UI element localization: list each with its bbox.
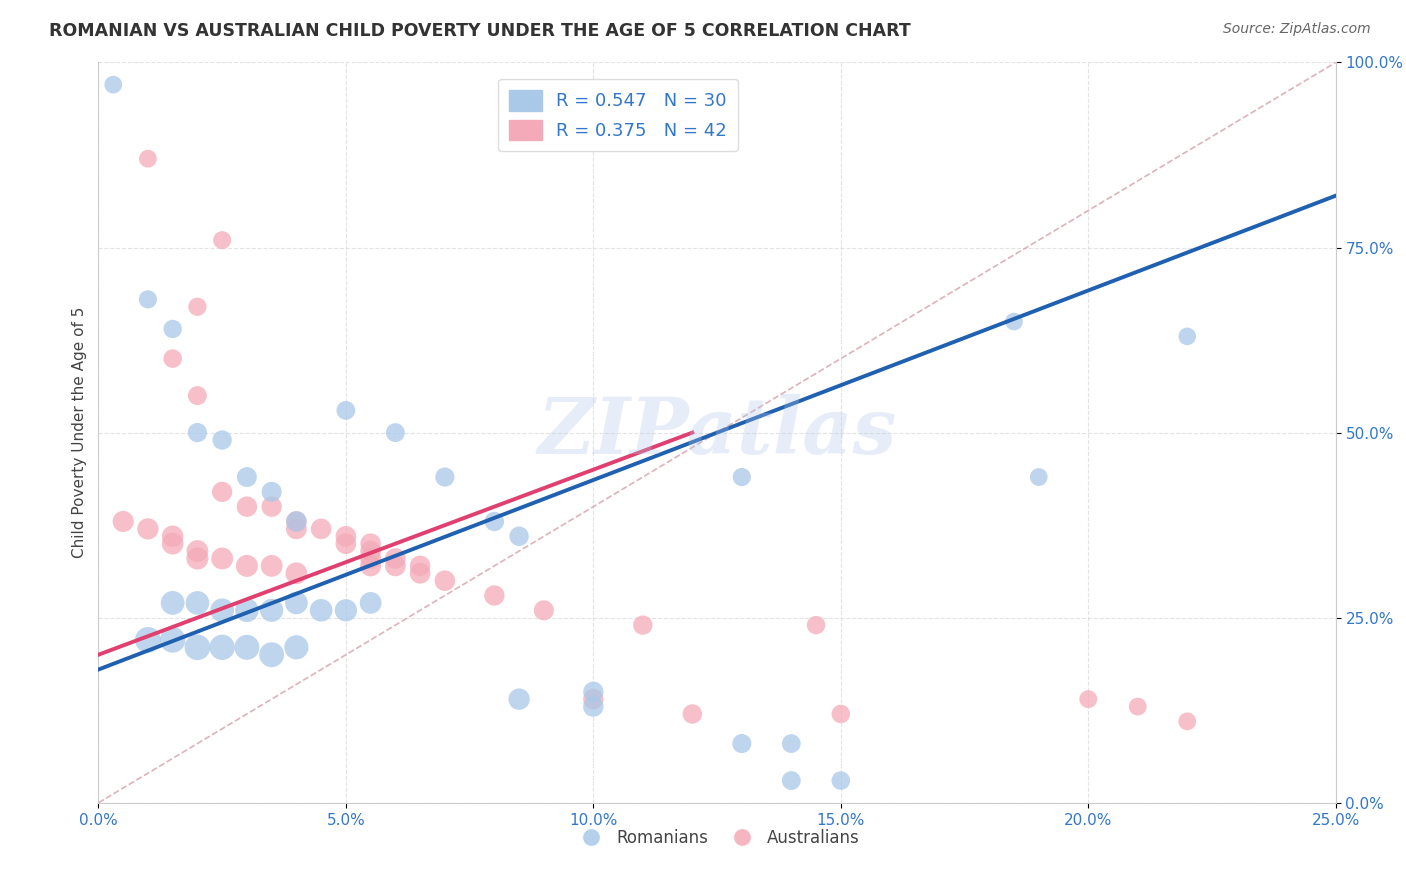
Point: [136, 522, 159, 536]
Point: [186, 551, 208, 566]
Point: [533, 603, 555, 617]
Point: [384, 558, 406, 573]
Point: [731, 470, 754, 484]
Point: [211, 640, 233, 655]
Point: [1175, 714, 1198, 729]
Point: [1126, 699, 1149, 714]
Point: [211, 433, 233, 447]
Point: [582, 699, 605, 714]
Point: [409, 566, 432, 581]
Point: [582, 685, 605, 699]
Y-axis label: Child Poverty Under the Age of 5: Child Poverty Under the Age of 5: [72, 307, 87, 558]
Point: [335, 403, 357, 417]
Point: [384, 551, 406, 566]
Point: [260, 484, 283, 499]
Point: [285, 566, 308, 581]
Point: [731, 737, 754, 751]
Point: [285, 596, 308, 610]
Text: ZIPatlas: ZIPatlas: [537, 394, 897, 471]
Point: [162, 536, 184, 550]
Point: [780, 773, 803, 788]
Point: [162, 596, 184, 610]
Point: [136, 293, 159, 307]
Point: [112, 515, 135, 529]
Point: [508, 692, 530, 706]
Point: [360, 551, 382, 566]
Point: [335, 603, 357, 617]
Text: Source: ZipAtlas.com: Source: ZipAtlas.com: [1223, 22, 1371, 37]
Point: [360, 558, 382, 573]
Point: [236, 640, 259, 655]
Point: [211, 603, 233, 617]
Point: [162, 632, 184, 647]
Point: [1028, 470, 1050, 484]
Point: [260, 500, 283, 514]
Point: [309, 522, 332, 536]
Point: [136, 632, 159, 647]
Point: [1175, 329, 1198, 343]
Point: [260, 648, 283, 662]
Point: [236, 500, 259, 514]
Point: [211, 484, 233, 499]
Point: [285, 515, 308, 529]
Point: [360, 596, 382, 610]
Point: [162, 529, 184, 543]
Point: [384, 425, 406, 440]
Point: [780, 737, 803, 751]
Point: [360, 536, 382, 550]
Point: [186, 640, 208, 655]
Point: [309, 603, 332, 617]
Point: [804, 618, 827, 632]
Point: [335, 529, 357, 543]
Point: [830, 773, 852, 788]
Point: [186, 388, 208, 402]
Point: [335, 536, 357, 550]
Point: [236, 470, 259, 484]
Point: [186, 300, 208, 314]
Point: [236, 558, 259, 573]
Point: [830, 706, 852, 721]
Point: [260, 603, 283, 617]
Point: [1077, 692, 1099, 706]
Point: [484, 589, 506, 603]
Point: [103, 78, 125, 92]
Point: [186, 425, 208, 440]
Legend: Romanians, Australians: Romanians, Australians: [568, 822, 866, 854]
Point: [186, 596, 208, 610]
Point: [409, 558, 432, 573]
Point: [360, 544, 382, 558]
Point: [285, 640, 308, 655]
Point: [582, 692, 605, 706]
Point: [681, 706, 703, 721]
Point: [162, 322, 184, 336]
Point: [136, 152, 159, 166]
Text: ROMANIAN VS AUSTRALIAN CHILD POVERTY UNDER THE AGE OF 5 CORRELATION CHART: ROMANIAN VS AUSTRALIAN CHILD POVERTY UND…: [49, 22, 911, 40]
Point: [508, 529, 530, 543]
Point: [285, 522, 308, 536]
Point: [162, 351, 184, 366]
Point: [631, 618, 654, 632]
Point: [433, 574, 456, 588]
Point: [484, 515, 506, 529]
Point: [433, 470, 456, 484]
Point: [1002, 314, 1025, 328]
Point: [211, 551, 233, 566]
Point: [186, 544, 208, 558]
Point: [260, 558, 283, 573]
Point: [211, 233, 233, 247]
Point: [236, 603, 259, 617]
Point: [285, 515, 308, 529]
